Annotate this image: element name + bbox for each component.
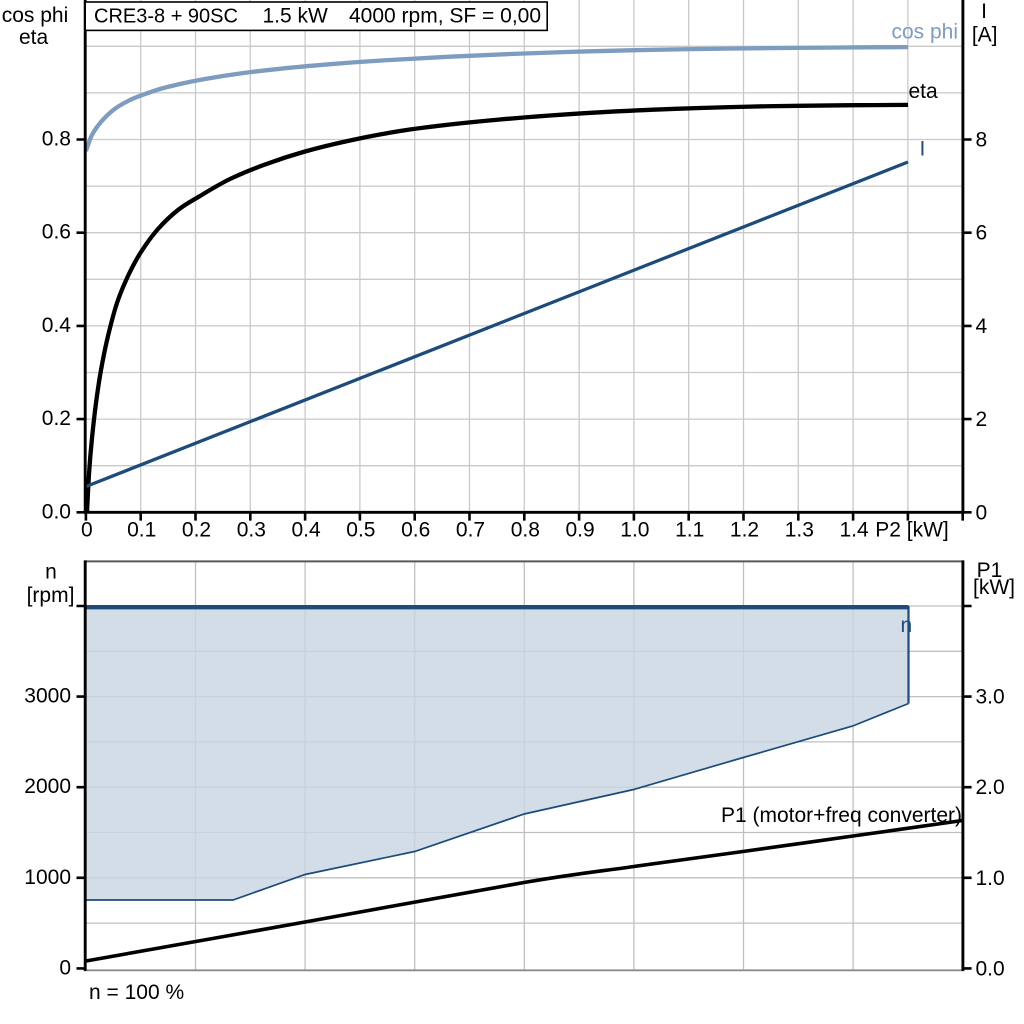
svg-text:1.5 kW: 1.5 kW — [263, 4, 329, 27]
svg-text:eta: eta — [19, 26, 49, 49]
svg-text:n: n — [45, 560, 57, 583]
svg-text:0.8: 0.8 — [42, 128, 71, 151]
svg-text:P2 [kW]: P2 [kW] — [875, 519, 949, 542]
svg-text:2: 2 — [976, 408, 988, 431]
svg-text:0: 0 — [81, 519, 93, 542]
svg-text:n = 100 %: n = 100 % — [89, 981, 184, 1004]
svg-text:1.0: 1.0 — [976, 867, 1005, 890]
svg-text:1.4: 1.4 — [839, 519, 869, 542]
svg-text:[rpm]: [rpm] — [27, 584, 75, 607]
svg-text:0.4: 0.4 — [291, 519, 321, 542]
svg-text:[A]: [A] — [972, 24, 998, 47]
svg-text:n: n — [901, 614, 913, 637]
svg-text:0: 0 — [59, 956, 71, 979]
svg-text:0.2: 0.2 — [182, 519, 211, 542]
svg-text:3000: 3000 — [24, 685, 71, 708]
svg-text:0.2: 0.2 — [42, 407, 71, 430]
svg-text:0.6: 0.6 — [42, 221, 71, 244]
svg-text:0.8: 0.8 — [511, 519, 540, 542]
svg-text:I: I — [920, 138, 926, 161]
svg-text:4: 4 — [976, 315, 988, 338]
svg-text:1.1: 1.1 — [675, 519, 704, 542]
svg-text:2000: 2000 — [24, 775, 71, 798]
svg-text:[kW]: [kW] — [973, 576, 1015, 599]
svg-text:0.0: 0.0 — [976, 957, 1005, 980]
svg-text:0.9: 0.9 — [565, 519, 594, 542]
svg-text:cos phi: cos phi — [2, 4, 69, 27]
svg-text:1.2: 1.2 — [730, 519, 759, 542]
svg-text:eta: eta — [909, 80, 939, 103]
svg-text:1.0: 1.0 — [620, 519, 649, 542]
svg-text:P1: P1 — [977, 559, 1003, 582]
svg-text:0.5: 0.5 — [346, 519, 375, 542]
svg-text:1.3: 1.3 — [785, 519, 814, 542]
svg-text:4000 rpm, SF = 0,00: 4000 rpm, SF = 0,00 — [349, 4, 541, 27]
svg-text:cos phi: cos phi — [891, 21, 958, 44]
svg-text:0.6: 0.6 — [401, 519, 430, 542]
svg-text:0.4: 0.4 — [42, 314, 72, 337]
svg-text:0: 0 — [976, 501, 988, 524]
svg-text:0.3: 0.3 — [237, 519, 266, 542]
svg-text:3.0: 3.0 — [976, 686, 1005, 709]
svg-text:0.7: 0.7 — [456, 519, 485, 542]
svg-text:8: 8 — [976, 129, 988, 152]
svg-text:1000: 1000 — [24, 866, 71, 889]
svg-text:2.0: 2.0 — [976, 776, 1005, 799]
svg-text:0.0: 0.0 — [42, 500, 71, 523]
svg-text:6: 6 — [976, 222, 988, 245]
svg-text:CRE3-8 + 90SC: CRE3-8 + 90SC — [94, 5, 238, 27]
svg-text:I: I — [981, 0, 987, 23]
svg-text:P1 (motor+freq converter): P1 (motor+freq converter) — [721, 804, 962, 827]
svg-text:0.1: 0.1 — [127, 519, 156, 542]
